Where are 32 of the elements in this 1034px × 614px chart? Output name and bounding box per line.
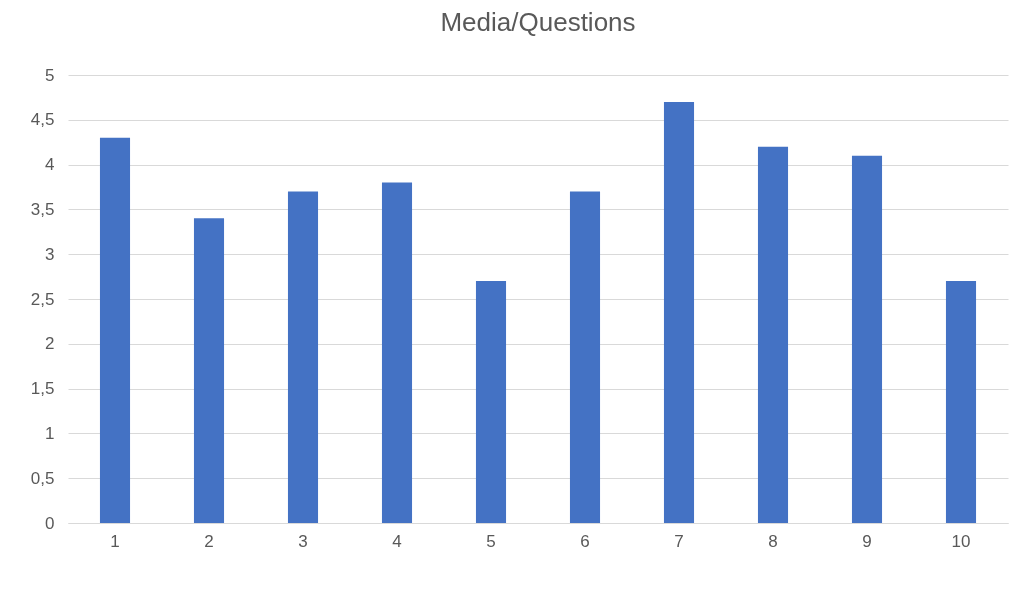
- bar: [475, 281, 507, 523]
- bar: [851, 155, 883, 523]
- bar: [193, 218, 225, 523]
- y-tick-label: 4: [45, 155, 55, 175]
- x-tick-label: 5: [486, 531, 496, 551]
- y-tick-label: 0,5: [30, 468, 55, 488]
- y-tick-label: 4,5: [30, 110, 55, 130]
- y-tick-label: 3: [45, 244, 55, 264]
- bar: [99, 137, 131, 523]
- bar: [287, 191, 319, 523]
- x-tick-label: 6: [580, 531, 590, 551]
- y-tick-label: 5: [45, 65, 55, 85]
- x-tick-label: 8: [768, 531, 778, 551]
- x-tick-label: 7: [674, 531, 684, 551]
- x-tick-label: 1: [110, 531, 120, 551]
- x-tick-label: 10: [951, 531, 971, 551]
- bar: [381, 182, 413, 523]
- y-tick-label: 2: [45, 334, 55, 354]
- y-tick-label: 2,5: [30, 289, 55, 309]
- x-tick-label: 3: [298, 531, 308, 551]
- x-tick-label: 4: [392, 531, 402, 551]
- y-tick-label: 1,5: [30, 379, 55, 399]
- bar: [569, 191, 601, 523]
- x-tick-label: 9: [862, 531, 872, 551]
- bar: [757, 146, 789, 523]
- y-tick-label: 3,5: [30, 199, 55, 219]
- bar: [945, 281, 977, 523]
- bar: [663, 101, 695, 523]
- y-tick-label: 0: [45, 513, 55, 533]
- y-tick-label: 1: [45, 423, 55, 443]
- chart-title: Media/Questions: [440, 7, 636, 37]
- x-tick-label: 2: [204, 531, 214, 551]
